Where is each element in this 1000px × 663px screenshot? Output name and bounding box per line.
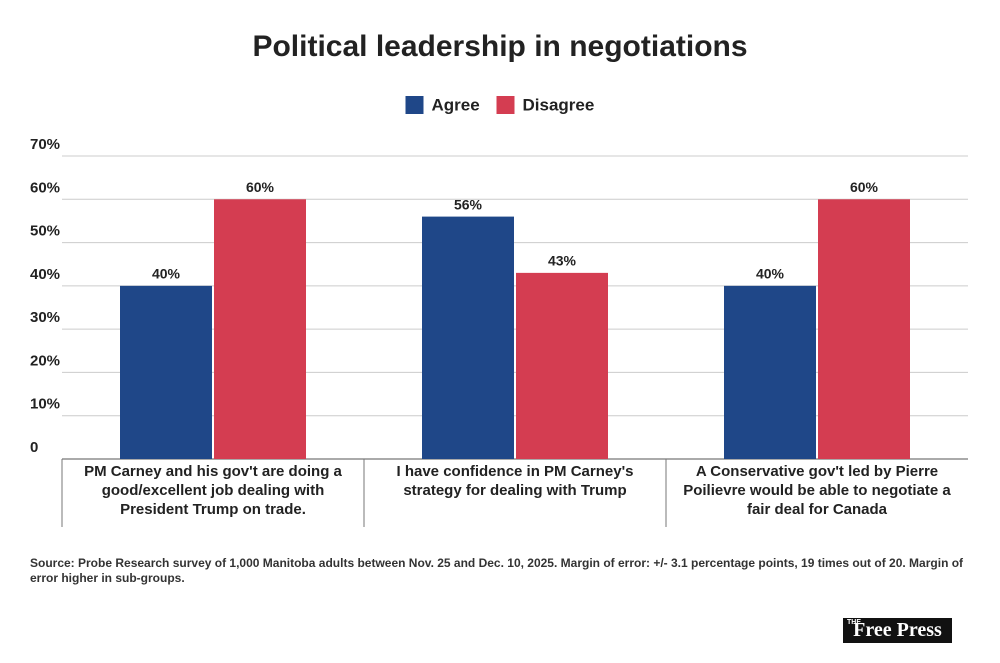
y-tick-label: 30% (30, 309, 60, 326)
logo-small: THE (847, 619, 861, 626)
logo: THE Free Press (843, 618, 952, 643)
bar (214, 199, 306, 460)
legend-swatch (496, 96, 515, 114)
x-tick-label: A Conservative gov't led by Pierre Poili… (683, 463, 951, 518)
bar (516, 272, 608, 459)
y-tick-label: 40% (30, 266, 60, 283)
y-tick-label: 70% (30, 136, 60, 153)
logo-text: Free Press (853, 619, 942, 641)
value-label: 60% (850, 179, 879, 195)
legend-swatch (405, 96, 424, 114)
y-tick-label: 60% (30, 179, 60, 196)
bar (422, 216, 514, 459)
y-tick-label: 10% (30, 396, 60, 413)
bar (818, 199, 910, 460)
bar (724, 285, 816, 459)
source-note: Source: Probe Research survey of 1,000 M… (30, 556, 964, 585)
value-label: 43% (548, 253, 577, 269)
value-label: 40% (756, 266, 785, 282)
x-tick-label: I have confidence in PM Carney's strateg… (396, 463, 634, 499)
legend-label: Agree (432, 95, 480, 114)
y-tick-label: 0 (30, 439, 38, 456)
value-label: 56% (454, 196, 483, 212)
value-label: 60% (246, 179, 275, 195)
y-tick-label: 50% (30, 223, 60, 240)
bar (120, 285, 212, 459)
x-tick-label: PM Carney and his gov't are doing a good… (84, 463, 342, 518)
y-tick-label: 20% (30, 352, 60, 369)
legend-label: Disagree (523, 95, 595, 114)
chart-title: Political leadership in negotiations (252, 30, 747, 63)
value-label: 40% (152, 266, 181, 282)
